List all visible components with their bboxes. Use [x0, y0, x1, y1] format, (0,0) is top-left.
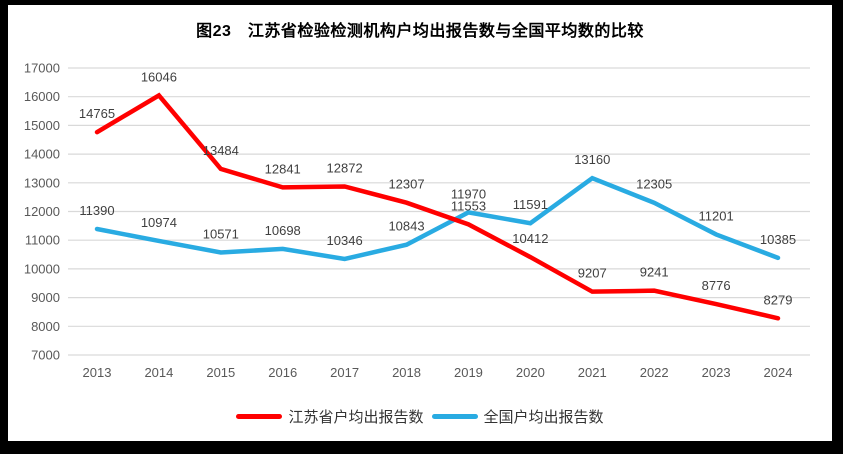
line-chart-plot-area: 7000 8000 9000 10000 11000 12000 13000 14000 150… — [24, 61, 810, 380]
svg-text:2018: 2018 — [392, 365, 421, 380]
svg-text:12000: 12000 — [24, 204, 60, 219]
svg-text:12305: 12305 — [636, 177, 672, 192]
legend-item-jiangsu: 江苏省户均出报告数 — [236, 406, 424, 427]
svg-text:2020: 2020 — [516, 365, 545, 380]
legend-label-national: 全国户均出报告数 — [483, 409, 604, 426]
svg-text:12841: 12841 — [265, 161, 301, 176]
svg-text:7000: 7000 — [31, 348, 60, 363]
svg-text:9241: 9241 — [640, 265, 669, 280]
svg-text:14000: 14000 — [24, 147, 60, 162]
svg-text:13484: 13484 — [203, 143, 239, 158]
svg-text:14765: 14765 — [79, 106, 115, 121]
jiangsu-line-swatch — [236, 414, 283, 419]
svg-text:13160: 13160 — [574, 152, 610, 167]
svg-text:10698: 10698 — [265, 223, 301, 238]
svg-text:12872: 12872 — [327, 160, 363, 175]
svg-text:9000: 9000 — [31, 290, 60, 305]
svg-text:2013: 2013 — [83, 365, 112, 380]
svg-text:9207: 9207 — [578, 266, 607, 281]
svg-text:17000: 17000 — [24, 61, 60, 76]
svg-text:11000: 11000 — [25, 233, 60, 248]
svg-text:11553: 11553 — [451, 198, 486, 213]
svg-text:2014: 2014 — [144, 365, 173, 380]
chart-canvas: 图23 江苏省检验检测机构户均出报告数与全国平均数的比较 7000 8000 900… — [8, 5, 832, 441]
svg-text:15000: 15000 — [24, 118, 60, 133]
svg-text:13000: 13000 — [24, 175, 60, 190]
svg-text:8000: 8000 — [31, 319, 60, 334]
svg-text:11201: 11201 — [698, 208, 733, 223]
chart-legend: 江苏省户均出报告数 全国户均出报告数 — [8, 406, 832, 427]
svg-text:12307: 12307 — [388, 177, 424, 192]
svg-text:10974: 10974 — [141, 215, 177, 230]
svg-text:2017: 2017 — [330, 365, 359, 380]
national-line-swatch — [431, 414, 478, 419]
svg-text:2015: 2015 — [206, 365, 235, 380]
svg-text:2024: 2024 — [764, 365, 793, 380]
svg-text:16000: 16000 — [24, 89, 60, 104]
svg-text:11970: 11970 — [451, 186, 486, 201]
svg-text:10000: 10000 — [24, 261, 60, 276]
svg-text:10843: 10843 — [388, 219, 424, 234]
svg-text:2021: 2021 — [578, 365, 607, 380]
legend-label-jiangsu: 江苏省户均出报告数 — [288, 409, 424, 426]
svg-text:8776: 8776 — [702, 278, 731, 293]
chart-title: 图23 江苏省检验检测机构户均出报告数与全国平均数的比较 — [196, 23, 644, 40]
svg-text:10412: 10412 — [512, 231, 548, 246]
svg-text:2023: 2023 — [702, 365, 731, 380]
svg-text:16046: 16046 — [141, 69, 177, 84]
svg-text:11390: 11390 — [79, 203, 114, 218]
legend-item-national: 全国户均出报告数 — [431, 406, 604, 427]
svg-text:2022: 2022 — [640, 365, 669, 380]
svg-text:10571: 10571 — [203, 227, 239, 242]
svg-text:8279: 8279 — [764, 292, 793, 307]
svg-text:2019: 2019 — [454, 365, 483, 380]
svg-text:10346: 10346 — [327, 233, 363, 248]
svg-text:11591: 11591 — [513, 197, 548, 212]
svg-text:10385: 10385 — [760, 232, 796, 247]
svg-text:2016: 2016 — [268, 365, 297, 380]
